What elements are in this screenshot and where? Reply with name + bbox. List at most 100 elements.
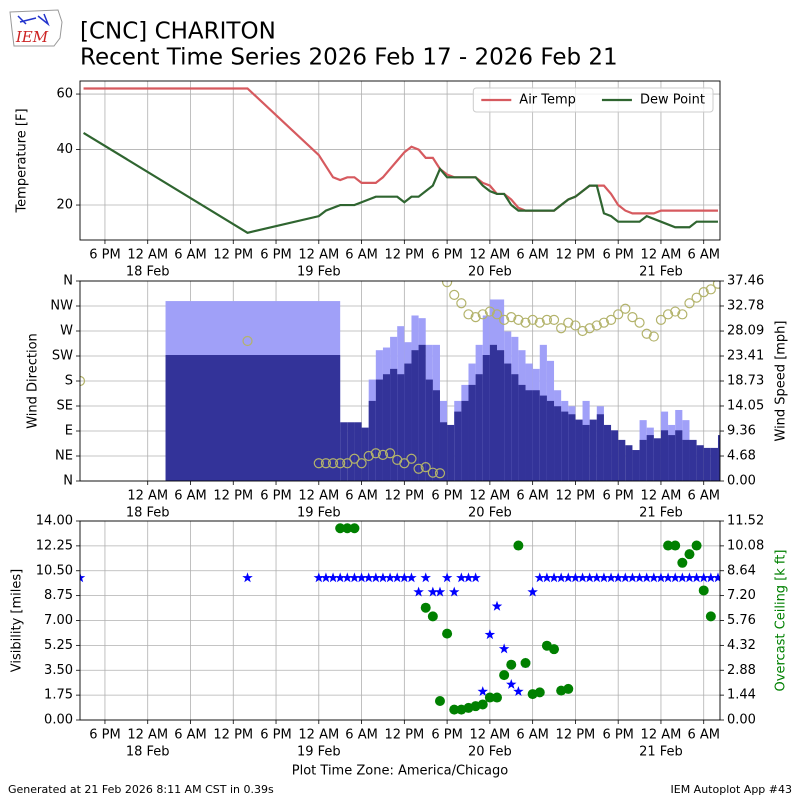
star-marker	[605, 572, 617, 583]
bar	[710, 447, 718, 481]
x-tick-label: 6 PM	[431, 248, 462, 263]
logo-outline	[9, 9, 63, 47]
y-tick-label: W	[60, 324, 73, 339]
circle-marker	[520, 657, 531, 668]
circle-marker	[477, 699, 488, 710]
star-marker	[648, 572, 660, 583]
bar	[489, 344, 498, 481]
circle-marker	[477, 309, 488, 320]
y-tick-label: 3.50	[44, 663, 73, 678]
circle-marker	[684, 298, 695, 309]
bar	[165, 354, 341, 481]
circle-marker	[349, 453, 360, 464]
star-marker	[420, 572, 431, 583]
y2-tick-label: 4.32	[727, 638, 756, 653]
star-marker	[377, 572, 389, 583]
circle-marker	[691, 292, 702, 303]
star-marker	[80, 572, 86, 583]
star-marker	[456, 572, 467, 583]
circle-marker	[449, 289, 460, 300]
bar	[703, 447, 711, 481]
y2-tick-label: 7.20	[727, 588, 756, 603]
bar	[404, 363, 412, 481]
bar	[482, 354, 490, 481]
bar	[418, 344, 426, 481]
line	[82, 131, 718, 234]
circle-marker	[420, 462, 431, 473]
circle-marker	[442, 281, 453, 288]
circle-marker	[363, 450, 374, 462]
bar	[618, 439, 626, 481]
circle-marker	[420, 602, 431, 613]
x-tick-label: 6 PM	[260, 489, 291, 504]
star-marker	[491, 600, 503, 611]
bar	[454, 411, 462, 481]
y-axis-label: Temperature [F]	[15, 108, 30, 213]
x-tick-label: 6 AM	[174, 248, 207, 263]
star-marker	[620, 572, 631, 583]
circle-marker	[548, 314, 560, 325]
circle-marker	[513, 540, 524, 551]
circle-marker	[534, 687, 545, 698]
bar	[361, 427, 369, 481]
x-tick-label: 12 PM	[384, 489, 424, 504]
bar	[504, 363, 512, 481]
circle-marker	[513, 314, 524, 325]
axes-frame	[79, 280, 721, 482]
bar	[461, 400, 469, 481]
bar	[632, 450, 640, 481]
legend-frame	[472, 87, 714, 113]
footer-left: Generated at 21 Feb 2026 8:11 AM CST in …	[8, 783, 274, 796]
logo-text: IEM	[15, 28, 49, 46]
star-marker	[441, 572, 453, 583]
circle-marker	[556, 323, 567, 334]
x-tick-label: 12 AM	[298, 728, 339, 743]
x-tick-label: 6 PM	[260, 248, 291, 263]
circle-marker	[499, 314, 510, 325]
bar	[539, 395, 547, 481]
star-marker	[584, 572, 595, 583]
bar	[511, 374, 519, 481]
x-tick-label: 12 AM	[641, 489, 682, 504]
y2-tick-label: 14.05	[727, 398, 764, 413]
bar	[546, 400, 555, 481]
star-marker	[363, 572, 374, 583]
axes-frame	[79, 520, 721, 721]
circle-marker	[470, 312, 481, 323]
x-tick-label: 6 AM	[687, 728, 720, 743]
star-marker	[698, 572, 709, 583]
circle-marker	[327, 458, 339, 469]
x-day-label: 19 Feb	[297, 745, 341, 760]
circle-marker	[698, 585, 709, 596]
x-day-label: 20 Feb	[468, 506, 512, 521]
star-marker	[669, 572, 681, 583]
bar	[475, 374, 483, 481]
circle-marker	[670, 306, 681, 317]
star-marker	[370, 572, 382, 583]
y-tick-label: 10.50	[36, 563, 73, 578]
bar	[625, 445, 633, 481]
y2-tick-label: 0.00	[727, 474, 756, 489]
y-tick-label: N	[63, 474, 73, 489]
bar	[375, 379, 383, 481]
circle-marker	[242, 335, 253, 347]
star-marker	[449, 586, 460, 597]
x-tick-label: 6 PM	[602, 248, 633, 263]
circle-marker	[563, 317, 574, 328]
y-axis-label: Visibility [miles]	[10, 569, 25, 672]
y-tick-label: NW	[50, 299, 73, 314]
circle-marker	[655, 314, 667, 325]
y-tick-label: SW	[52, 349, 73, 364]
footer-right: IEM Autoplot App #43	[671, 783, 793, 796]
x-tick-label: 6 PM	[602, 489, 633, 504]
star-marker	[591, 572, 603, 583]
circle-marker	[605, 314, 617, 325]
y2-tick-label: 4.68	[727, 449, 756, 464]
circle-marker	[598, 317, 610, 328]
bar	[554, 406, 562, 481]
x-day-label: 20 Feb	[468, 745, 512, 760]
legend-label: Dew Point	[640, 93, 705, 108]
x-tick-label: 6 AM	[174, 489, 207, 504]
x-tick-label: 12 AM	[641, 248, 682, 263]
